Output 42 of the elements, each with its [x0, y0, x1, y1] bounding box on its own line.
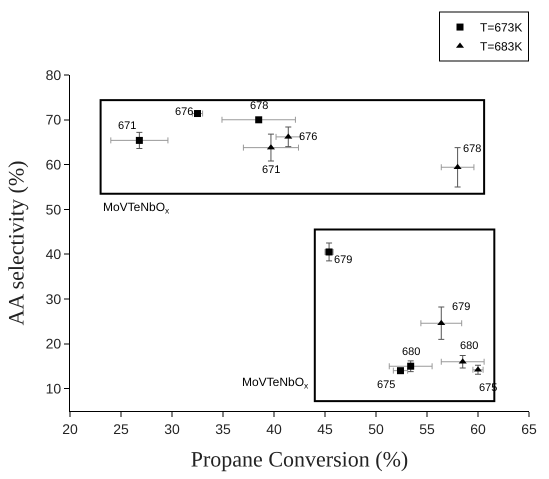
x-tick-label: 55	[419, 420, 435, 437]
annotation: 678	[463, 143, 482, 155]
y-tick-label: 10	[46, 380, 62, 396]
point	[136, 136, 143, 144]
y-tick-label: 70	[46, 112, 62, 128]
x-tick-label: 25	[113, 420, 129, 437]
annotation: 680	[460, 340, 478, 352]
annotation: 671	[262, 164, 280, 176]
x-tick-label: 60	[470, 420, 486, 437]
x-tick-label: 30	[164, 420, 180, 437]
y-tick-label: 60	[46, 156, 62, 172]
annotation: 679	[452, 301, 470, 313]
y-axis-title: AA selectivity (%)	[3, 160, 28, 326]
legend-label: T=673K	[480, 20, 522, 35]
legend-label: T=683K	[480, 40, 522, 54]
point	[396, 367, 404, 374]
y-tick-label: 50	[46, 201, 62, 218]
point	[284, 133, 292, 139]
x-tick-label: 40	[266, 420, 282, 437]
y-tick-label: 80	[46, 66, 62, 83]
x-tick-label: 20	[62, 420, 78, 437]
annotation: 671	[118, 120, 136, 132]
annotation: 680	[402, 346, 420, 358]
point	[454, 164, 462, 170]
annotation: MoVTeNbO$_{x}$	[103, 200, 170, 216]
annotation: MoVTeNbO$_{x}$	[242, 375, 310, 391]
annotation: 675	[377, 379, 396, 391]
point	[194, 110, 201, 118]
x-tick-label: 50	[368, 420, 384, 437]
point	[255, 116, 262, 124]
x-axis-title: Propane Conversion (%)	[190, 446, 408, 472]
y-tick-label: 20	[46, 336, 62, 352]
y-tick-label: 40	[46, 246, 62, 262]
x-tick-label: 65	[521, 420, 537, 437]
annotation: 676	[175, 106, 194, 118]
y-tick-label: 30	[46, 290, 62, 307]
point	[407, 362, 414, 370]
annotation: 679	[334, 254, 352, 266]
x-tick-label: 45	[317, 420, 333, 437]
annotation: 678	[250, 100, 268, 112]
x-tick-label: 35	[215, 420, 231, 437]
annotation: 676	[299, 131, 318, 143]
